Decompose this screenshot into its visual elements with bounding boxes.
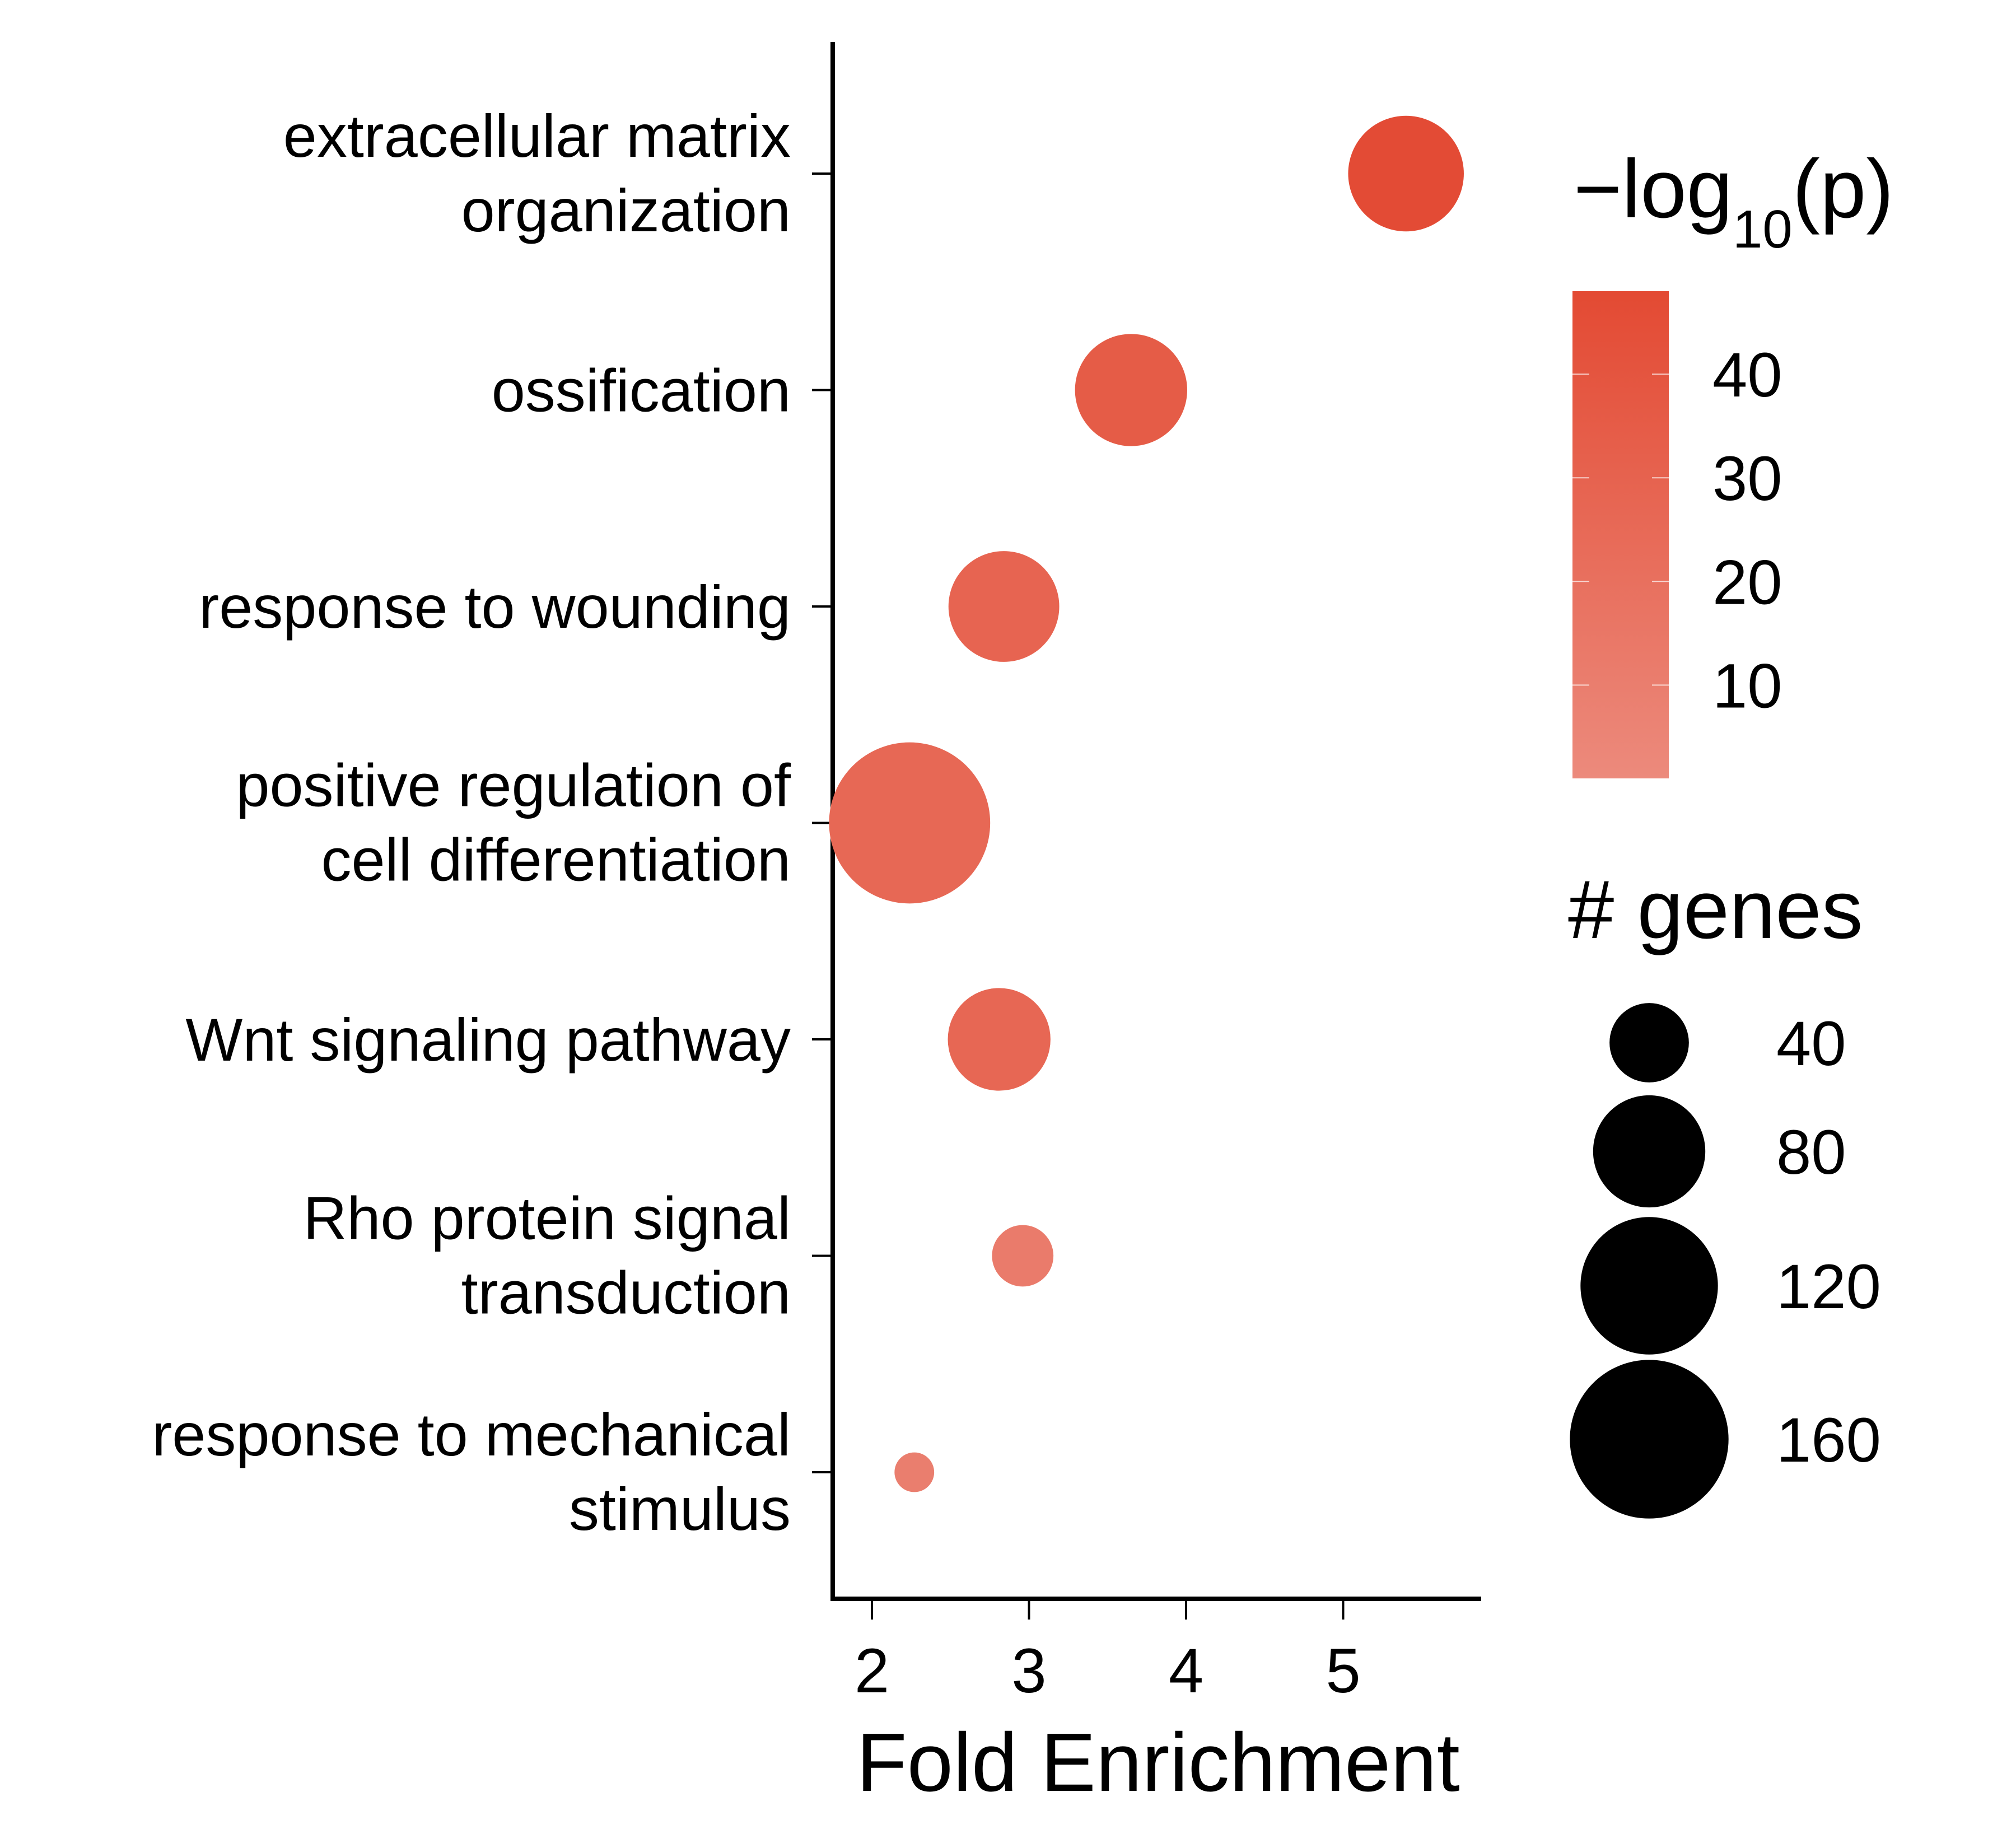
x-tick-label: 3 — [1011, 1636, 1046, 1706]
x-tick-label: 5 — [1326, 1636, 1360, 1706]
legends: −log10(p) 40 30 20 10 # genes 40 80 120 160 — [1568, 143, 1894, 1519]
y-tick-label: response to wounding — [199, 573, 791, 641]
color-bar-tick-label: 40 — [1712, 340, 1782, 410]
data-point — [894, 1452, 935, 1492]
size-legend-marker — [1580, 1217, 1718, 1355]
data-point — [948, 988, 1051, 1091]
color-legend-title: −log10(p) — [1574, 143, 1894, 259]
size-legend-marker — [1570, 1360, 1729, 1519]
size-legend-label: 40 — [1776, 1009, 1846, 1079]
x-axis-title: Fold Enrichment — [856, 1716, 1460, 1809]
color-bar-tick-label: 30 — [1712, 444, 1782, 514]
data-point — [992, 1225, 1054, 1287]
y-tick-label: extracellular matrix organization — [283, 102, 791, 244]
size-legend-label: 80 — [1776, 1117, 1846, 1187]
y-tick-label: positive regulation of cell differentiati… — [236, 752, 791, 894]
data-point — [948, 551, 1060, 662]
x-tick-label: 4 — [1169, 1636, 1203, 1706]
x-tick-label: 2 — [855, 1636, 889, 1706]
color-bar-tick-label: 10 — [1712, 651, 1782, 721]
plot-area: extracellular matrix organization ossifica… — [152, 42, 1481, 1809]
y-tick-label: Rho protein signal transduction — [303, 1184, 791, 1327]
data-point — [1075, 334, 1188, 446]
size-legend-marker — [1609, 1003, 1689, 1082]
data-point — [1348, 115, 1464, 232]
size-legend-title: # genes — [1568, 864, 1863, 956]
y-tick-label: Wnt signaling pathway — [185, 1006, 791, 1074]
size-legend-marker — [1593, 1095, 1706, 1208]
y-tick-label: ossification — [492, 357, 791, 424]
data-point — [829, 742, 991, 904]
color-bar-tick-label: 20 — [1712, 547, 1782, 617]
size-legend-label: 160 — [1776, 1405, 1881, 1475]
size-legend-label: 120 — [1776, 1252, 1881, 1322]
y-tick-label: response to mechanical stimulus — [152, 1401, 791, 1543]
color-bar — [1572, 291, 1669, 778]
